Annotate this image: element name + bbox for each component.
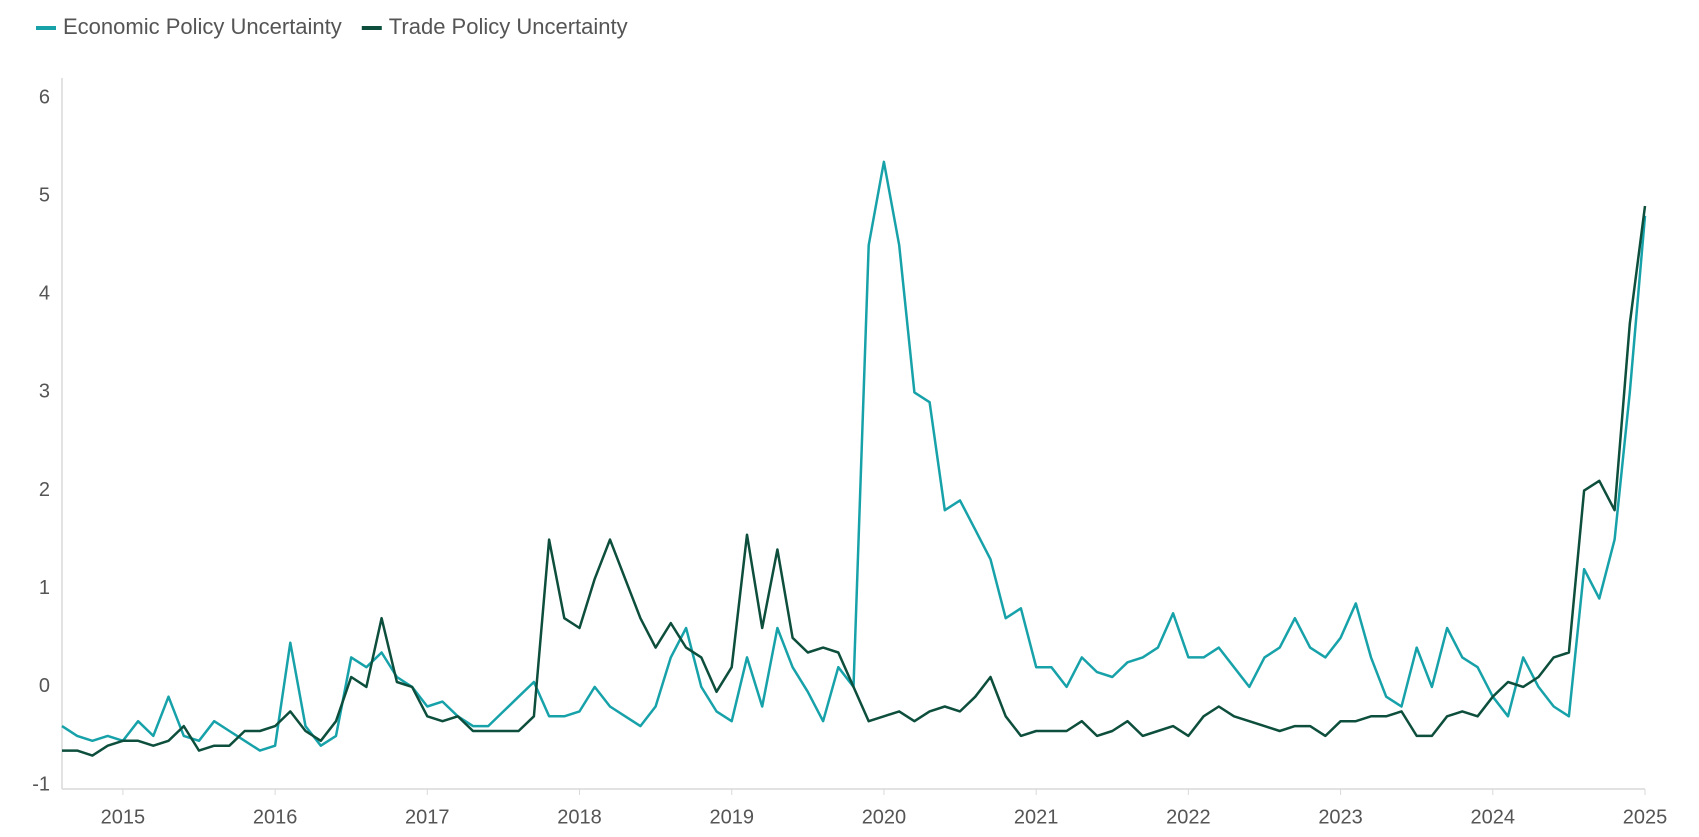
x-tick-label: 2022: [1166, 806, 1211, 828]
line-series: [61, 160, 1647, 752]
legend-label: Trade Policy Uncertainty: [389, 14, 628, 39]
legend-label: Economic Policy Uncertainty: [63, 14, 342, 39]
x-tick-label: 2023: [1318, 806, 1363, 828]
x-tick-label: 2021: [1014, 806, 1059, 828]
x-tick-label: 2018: [557, 806, 602, 828]
y-tick-label: 4: [39, 283, 50, 305]
x-tick-label: 2017: [405, 806, 450, 828]
y-tick-label: 0: [39, 675, 50, 697]
x-tick-label: 2019: [709, 806, 754, 828]
x-tick-label: 2016: [253, 806, 298, 828]
y-tick-label: -1: [32, 773, 50, 795]
x-tick-label: 2025: [1623, 806, 1668, 828]
x-tick-label: 2015: [101, 806, 146, 828]
x-tick-label: 2024: [1471, 806, 1516, 828]
line-series: [62, 205, 1647, 757]
x-tick-label: 2020: [862, 806, 907, 828]
y-tick-label: 2: [39, 479, 50, 501]
y-tick-label: 3: [39, 381, 50, 403]
y-tick-label: 5: [39, 184, 50, 206]
y-tick-label: 1: [39, 577, 50, 599]
y-tick-label: 6: [39, 86, 50, 108]
